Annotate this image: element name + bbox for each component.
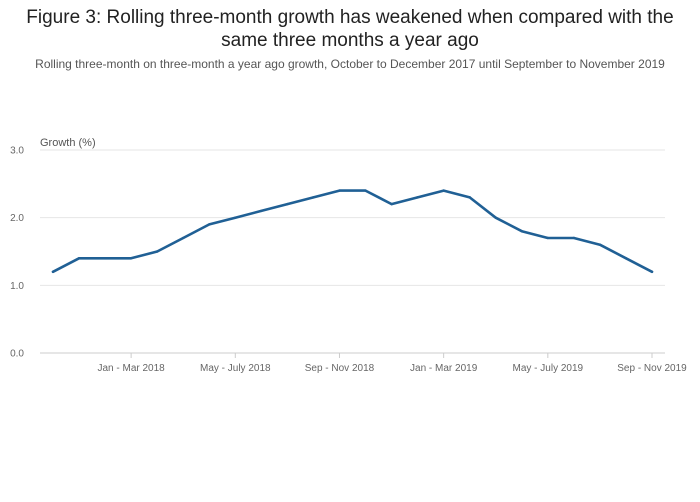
data-point xyxy=(208,223,211,226)
data-point xyxy=(650,270,654,273)
data-point xyxy=(442,189,445,192)
data-point xyxy=(598,243,602,246)
chart-subtitle: Rolling three-month on three-month a yea… xyxy=(35,57,665,71)
x-tick-label: May - July 2019 xyxy=(513,363,584,374)
x-tick-label: Sep - Nov 2019 xyxy=(617,363,687,374)
y-tick-label: 3.0 xyxy=(10,146,24,157)
y-tick-label: 0.0 xyxy=(10,349,24,360)
y-tick-label: 1.0 xyxy=(10,281,24,292)
data-point xyxy=(260,209,263,213)
data-point xyxy=(286,202,289,206)
data-point xyxy=(364,189,367,192)
x-tick-label: Jan - Mar 2018 xyxy=(97,363,165,374)
chart-title: Figure 3: Rolling three-month growth has… xyxy=(26,7,674,51)
x-tick-label: May - July 2018 xyxy=(200,363,271,374)
data-point xyxy=(416,196,419,199)
data-point xyxy=(546,236,550,240)
data-point xyxy=(103,257,107,260)
y-tick-label: 2.0 xyxy=(10,213,24,224)
data-point xyxy=(51,270,55,273)
data-point xyxy=(312,196,315,199)
data-point xyxy=(468,196,471,199)
x-tick-label: Sep - Nov 2018 xyxy=(305,363,375,374)
data-point xyxy=(390,202,393,206)
data-point xyxy=(572,236,576,240)
data-point xyxy=(624,257,628,260)
data-point xyxy=(77,257,81,260)
data-point xyxy=(129,257,133,260)
data-point xyxy=(182,236,185,240)
y-axis-label: Growth (%) xyxy=(40,137,96,149)
series-line xyxy=(51,189,654,274)
data-point xyxy=(155,250,159,253)
data-point xyxy=(520,230,523,233)
data-point xyxy=(234,216,237,219)
data-point xyxy=(494,216,497,219)
x-tick-label: Jan - Mar 2019 xyxy=(410,363,478,374)
data-point xyxy=(338,189,341,192)
